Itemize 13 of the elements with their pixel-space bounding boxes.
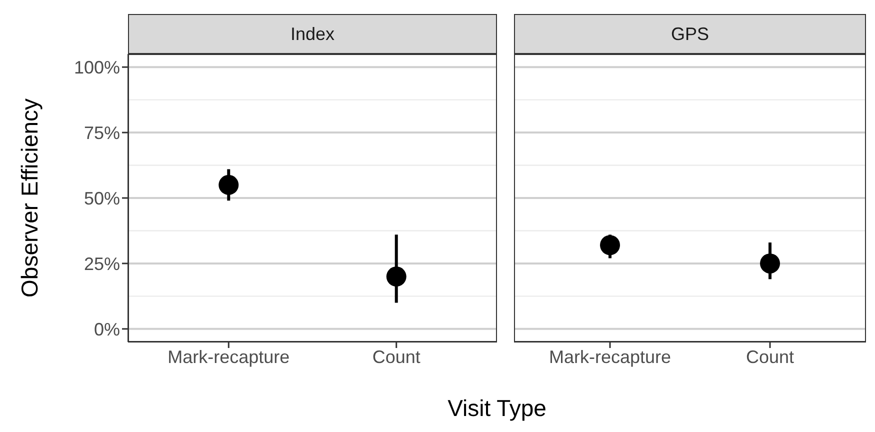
y-axis-title: Observer Efficiency	[16, 98, 44, 298]
y-tick-label: 0%	[94, 319, 120, 340]
y-tick-label: 100%	[74, 57, 120, 78]
x-tick-label: Mark-recapture	[548, 346, 672, 367]
y-tick-label: 75%	[84, 122, 120, 143]
x-tick-label: Count	[372, 346, 420, 367]
x-axis-title: Visit Type	[448, 395, 546, 422]
facet-strip: GPS	[514, 14, 866, 54]
facet-strip: Index	[128, 14, 497, 54]
y-tick-label: 50%	[84, 188, 120, 208]
x-tick-label: Mark-recapture	[168, 346, 290, 367]
y-tick-label: 25%	[84, 254, 120, 274]
x-tick-label: Count	[746, 346, 794, 367]
